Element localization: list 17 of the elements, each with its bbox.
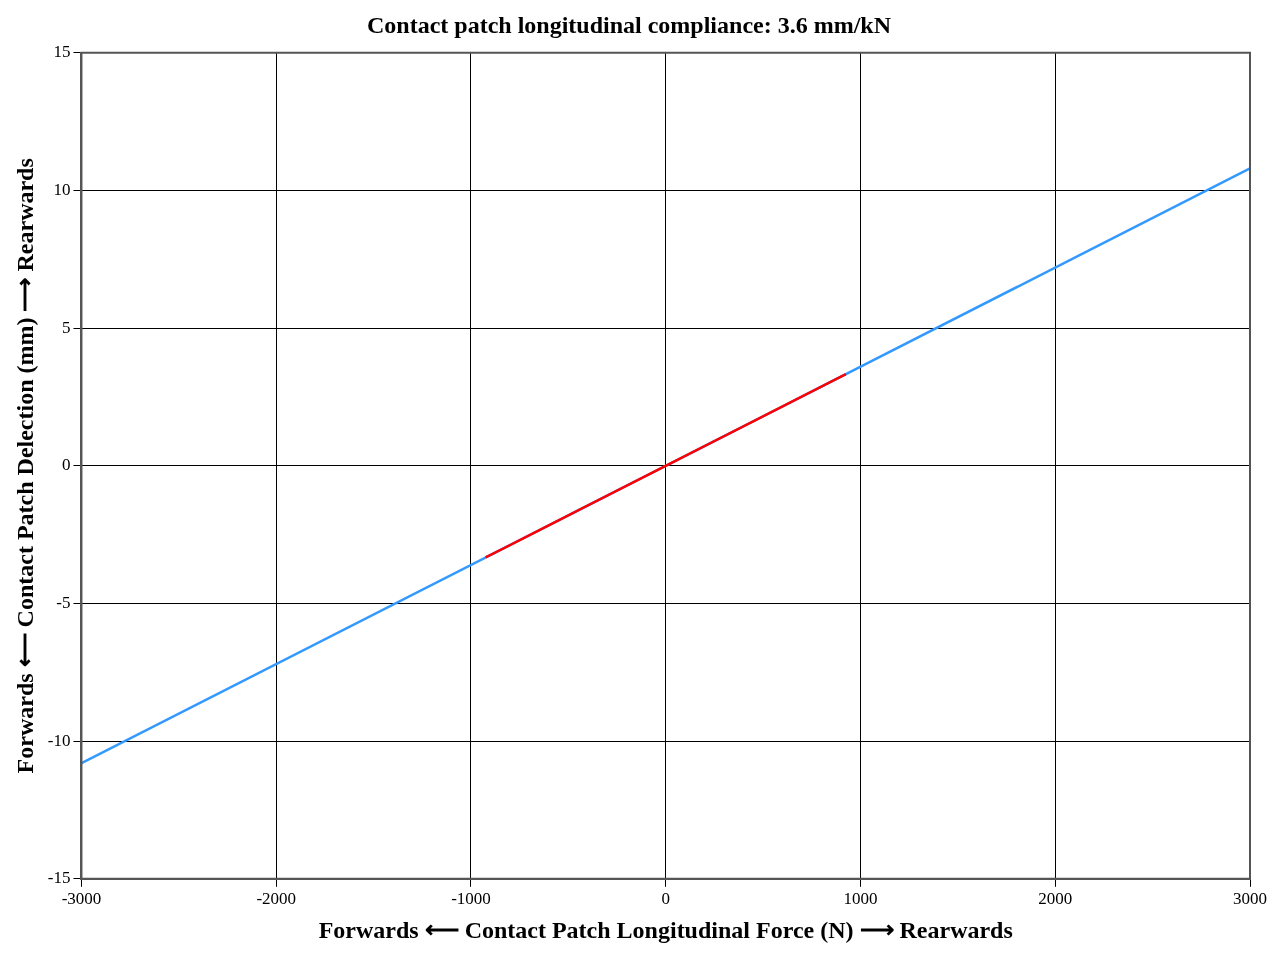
x-tick-label: 1000 <box>843 889 878 909</box>
y-tick-label: -5 <box>56 592 71 612</box>
y-tick-label: -10 <box>47 730 71 750</box>
y-tick-label: 5 <box>61 317 71 337</box>
y-tick-label: 15 <box>53 42 71 62</box>
y-tick-label: -15 <box>47 868 71 888</box>
x-tick-label: 0 <box>661 889 670 909</box>
x-tick-label: -1000 <box>451 889 491 909</box>
chart-title: Contact patch longitudinal compliance: 3.6 mm/kN <box>366 11 892 38</box>
x-tick-label: -2000 <box>256 889 297 909</box>
y-tick-label: 10 <box>53 179 71 199</box>
x-axis-title: Forwards ⟵ Contact Patch Longitudinal Force (N) ⟶ Rearwards <box>318 916 1013 943</box>
x-tick-label: 2000 <box>1038 889 1073 909</box>
x-tick-label: -3000 <box>61 889 102 909</box>
y-tick-label: 0 <box>61 455 71 475</box>
x-tick-label: 3000 <box>1233 889 1267 909</box>
y-axis-title: Forwards ⟵ Contact Patch Delection (mm) ⟶ Rearwards <box>11 158 38 774</box>
